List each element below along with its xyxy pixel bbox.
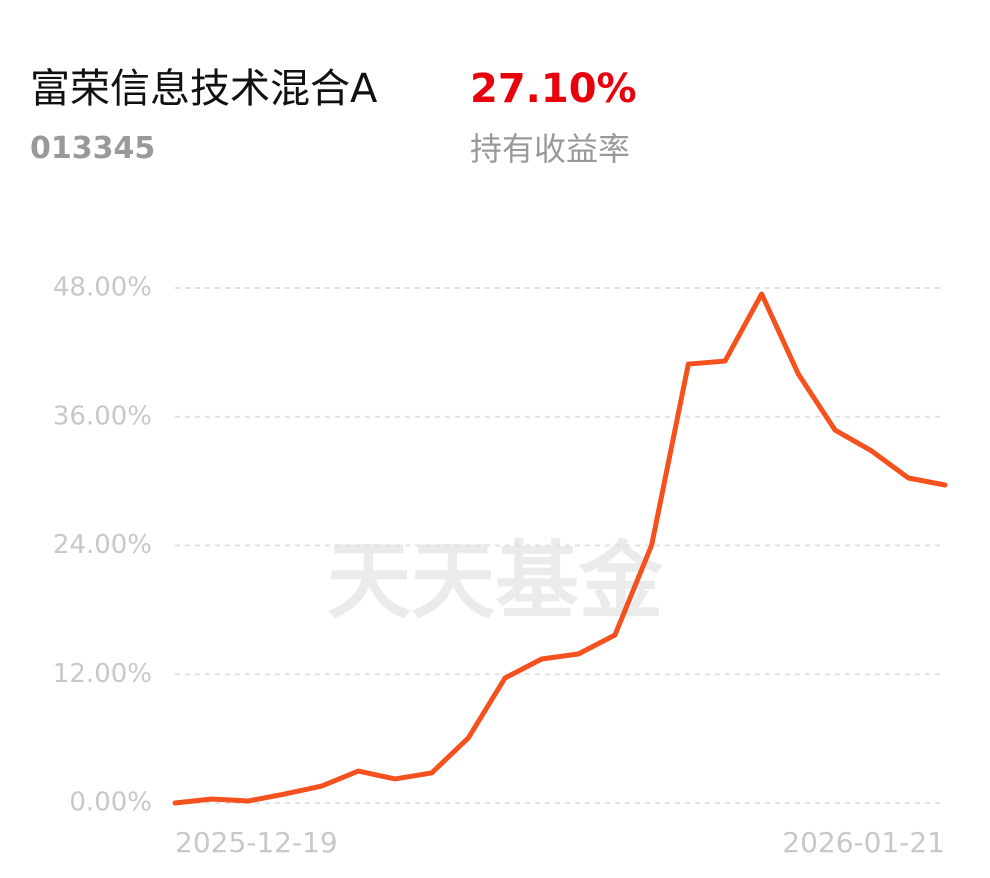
y-tick-label: 0.00% <box>69 788 152 818</box>
y-tick-label: 24.00% <box>53 530 152 560</box>
line-series <box>172 291 948 806</box>
y-tick-label: 36.00% <box>53 401 152 431</box>
y-tick-label: 48.00% <box>53 273 152 303</box>
fund-code: 013345 <box>30 131 155 166</box>
x-tick-label: 2025-12-19 <box>175 826 338 859</box>
y-tick-label: 12.00% <box>53 659 152 689</box>
return-caption: 持有收益率 <box>470 130 630 168</box>
watermark: 天天基金 <box>327 532 664 630</box>
return-value: 27.10% <box>470 66 637 112</box>
x-tick-label: 2026-01-21 <box>782 826 945 859</box>
fund-name: 富荣信息技术混合A <box>30 66 378 112</box>
